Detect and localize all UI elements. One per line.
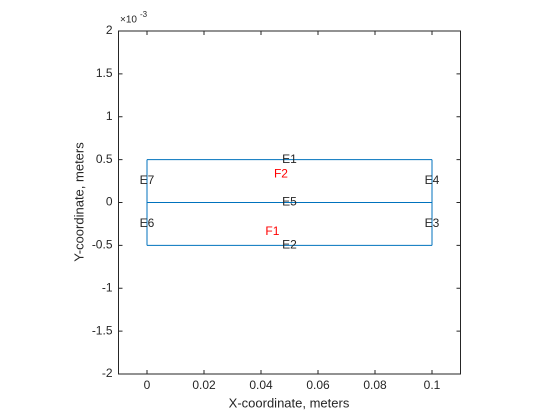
y-multiplier-exponent: -3 [140, 10, 148, 19]
edge-label: E5 [282, 195, 297, 209]
edge-label: E6 [140, 216, 155, 230]
face-label: F1 [265, 224, 279, 238]
x-tick-label: 0.1 [424, 378, 441, 392]
y-multiplier-base: ×10 [120, 15, 137, 26]
y-tick-label: 1.5 [96, 66, 113, 80]
x-tick-label: 0.02 [192, 378, 216, 392]
y-tick-label: -2 [102, 366, 113, 380]
edge-label: E7 [140, 173, 155, 187]
y-tick-label: 1 [106, 109, 113, 123]
x-tick-label: 0.06 [306, 378, 330, 392]
y-tick-label: 0 [106, 195, 113, 209]
edge-label: E3 [425, 216, 440, 230]
y-tick-label: -1.5 [92, 323, 113, 337]
x-axis-label: X-coordinate, meters [229, 395, 350, 410]
x-tick-label: 0.08 [363, 378, 387, 392]
y-tick-label: -1 [102, 280, 113, 294]
edge-label: E1 [282, 152, 297, 166]
y-axis-label: Y-coordinate, meters [71, 142, 86, 262]
face-label: F2 [274, 166, 288, 180]
edge-label: E2 [282, 238, 297, 252]
y-tick-label: -0.5 [92, 238, 113, 252]
x-tick-label: 0 [144, 378, 151, 392]
x-tick-label: 0.04 [249, 378, 273, 392]
y-tick-label: 2 [106, 23, 113, 37]
y-tick-label: 0.5 [96, 152, 113, 166]
edge-label: E4 [425, 173, 440, 187]
